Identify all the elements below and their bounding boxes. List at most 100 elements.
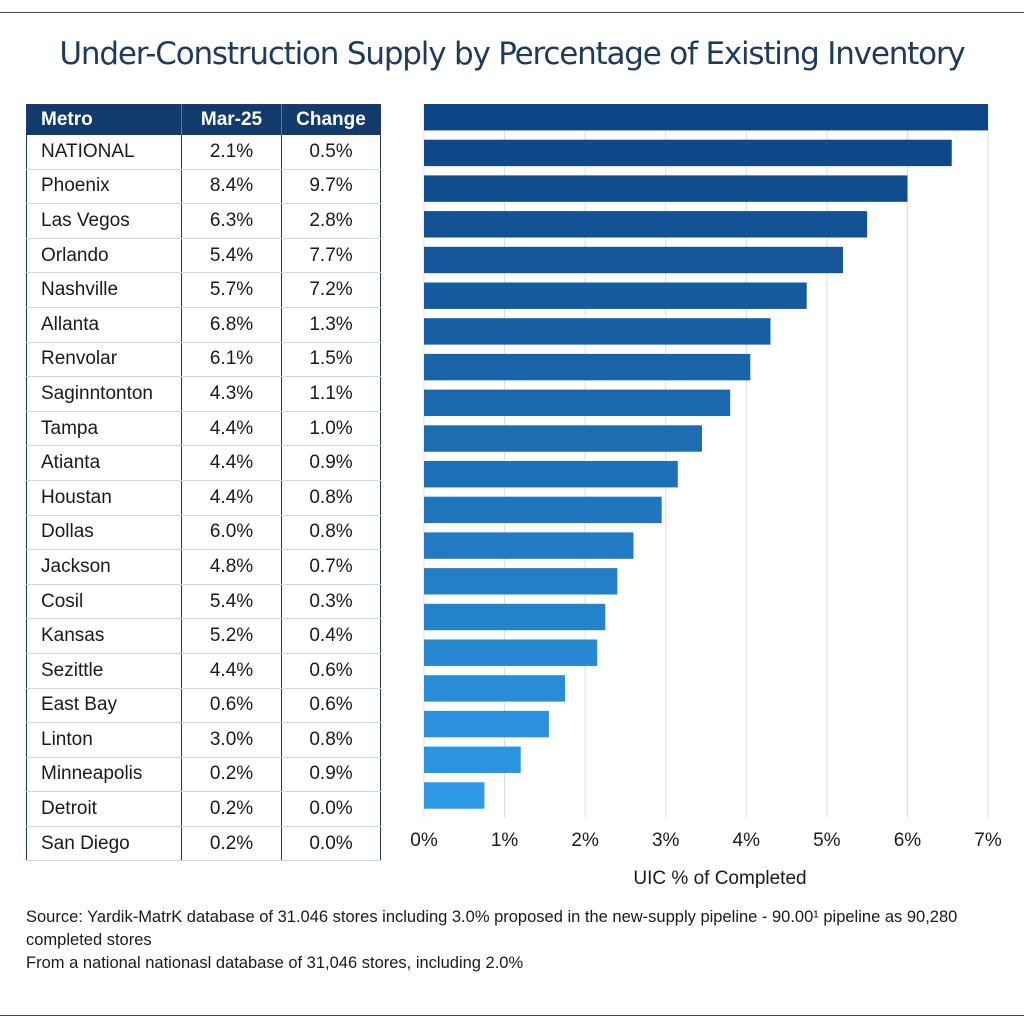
change-cell: 0.0% — [281, 826, 381, 862]
mar-25-cell: 2.1% — [181, 135, 282, 170]
metro-table: Metro Mar-25 Change NATIONAL 2.1% 0.5% Phoe… — [26, 104, 381, 862]
metro-name-cell: Allanta — [26, 307, 182, 343]
metro-name-cell: Atianta — [26, 445, 182, 481]
bar — [424, 318, 771, 345]
bar-chart: 0% 1% 2% 3% 4% 5% 6% 7% UIC % of Completed — [410, 104, 1002, 889]
mar-25-cell: 0.2% — [181, 826, 282, 862]
bar — [424, 246, 843, 274]
table-row: Orlando 5.4% 7.7% — [26, 238, 381, 274]
change-cell: 0.9% — [281, 445, 381, 481]
metro-name-cell: Nashville — [26, 272, 182, 308]
bar — [424, 175, 908, 202]
x-tick-label: 3% — [652, 830, 680, 851]
database-note: From a national nationasl database of 31… — [26, 954, 524, 972]
bar — [424, 211, 868, 238]
metro-name-cell: Las Vegos — [26, 203, 182, 239]
table-row: Las Vegos 6.3% 2.8% — [26, 203, 381, 239]
x-tick-label: 5% — [813, 830, 841, 851]
metro-name-cell: Jackson — [26, 549, 182, 585]
bar — [424, 389, 731, 417]
change-cell: 0.8% — [281, 722, 381, 758]
table-row: NATIONAL 2.1% 0.5% — [26, 135, 381, 170]
bar — [424, 353, 751, 381]
bar — [424, 746, 521, 774]
header-mar-25: Mar-25 — [181, 104, 282, 135]
mar-25-cell: 4.4% — [181, 445, 282, 481]
x-tick-label: 4% — [733, 830, 761, 851]
metro-name-cell: Orlando — [26, 238, 182, 274]
mar-25-cell: 5.2% — [181, 618, 282, 654]
metro-name-cell: Kansas — [26, 618, 182, 654]
change-cell: 0.3% — [281, 584, 381, 620]
metro-name-cell: Saginntonton — [26, 376, 182, 412]
metro-name-cell: Phoenix — [26, 169, 182, 205]
change-cell: 0.9% — [281, 757, 381, 793]
change-cell: 1.0% — [281, 411, 381, 447]
change-cell: 7.7% — [281, 238, 381, 274]
table-row: Dollas 6.0% 0.8% — [26, 515, 381, 551]
table-row: Renvolar 6.1% 1.5% — [26, 342, 381, 378]
source-note: Source: Yardik-MatrK database of 31.046 … — [26, 908, 958, 949]
header-metro: Metro — [26, 104, 182, 135]
bar — [424, 639, 598, 666]
mar-25-cell: 3.0% — [181, 722, 282, 758]
bar — [424, 425, 702, 452]
table-row: Linton 3.0% 0.8% — [26, 722, 381, 758]
change-cell: 7.2% — [281, 272, 381, 308]
bar — [424, 104, 988, 131]
table-header-row: Metro Mar-25 Change — [26, 104, 381, 135]
mar-25-cell: 8.4% — [181, 169, 282, 205]
bar — [424, 139, 952, 167]
mar-25-cell: 0.2% — [181, 757, 282, 793]
metro-name-cell: Renvolar — [26, 342, 182, 378]
table-row: Jackson 4.8% 0.7% — [26, 549, 381, 585]
mar-25-cell: 5.4% — [181, 238, 282, 274]
mar-25-cell: 0.2% — [181, 791, 282, 827]
metro-name-cell: Minneapolis — [26, 757, 182, 793]
bar — [424, 282, 807, 309]
change-cell: 1.5% — [281, 342, 381, 378]
change-cell: 0.8% — [281, 515, 381, 551]
bar — [424, 461, 678, 488]
metro-name-cell: Sezittle — [26, 653, 182, 689]
x-tick-label: 0% — [410, 830, 438, 851]
change-cell: 0.8% — [281, 480, 381, 516]
metro-name-cell: Dollas — [26, 515, 182, 551]
metro-name-cell: NATIONAL — [26, 135, 182, 170]
metro-name-cell: San Diego — [26, 826, 182, 862]
header-change: Change — [281, 104, 381, 135]
metro-name-cell: Cosil — [26, 584, 182, 620]
table-row: Minneapolis 0.2% 0.9% — [26, 757, 381, 793]
mar-25-cell: 4.4% — [181, 653, 282, 689]
table-row: Tampa 4.4% 1.0% — [26, 411, 381, 447]
chart-title: Under-Construction Supply by Percentage … — [59, 36, 965, 72]
mar-25-cell: 4.4% — [181, 411, 282, 447]
bar — [424, 496, 662, 524]
mar-25-cell: 6.1% — [181, 342, 282, 378]
table-row: Houstan 4.4% 0.8% — [26, 480, 381, 516]
change-cell: 0.5% — [281, 135, 381, 170]
table-row: Detroit 0.2% 0.0% — [26, 791, 381, 827]
mar-25-cell: 6.8% — [181, 307, 282, 343]
bar — [424, 532, 634, 559]
table-row: East Bay 0.6% 0.6% — [26, 688, 381, 724]
x-tick-label: 2% — [571, 830, 599, 851]
mar-25-cell: 4.8% — [181, 549, 282, 585]
table-row: Phoenix 8.4% 9.7% — [26, 169, 381, 205]
change-cell: 0.4% — [281, 618, 381, 654]
x-tick-label: 7% — [974, 830, 1002, 851]
top-rule — [0, 12, 1024, 13]
mar-25-cell: 0.6% — [181, 688, 282, 724]
bottom-rule — [0, 1015, 1024, 1016]
metro-name-cell: Linton — [26, 722, 182, 758]
mar-25-cell: 4.3% — [181, 376, 282, 412]
change-cell: 0.0% — [281, 791, 381, 827]
change-cell: 1.1% — [281, 376, 381, 412]
bar — [424, 710, 549, 738]
change-cell: 0.7% — [281, 549, 381, 585]
x-tick-label: 1% — [491, 830, 519, 851]
footer: Source: Yardik-MatrK database of 31.046 … — [26, 906, 1016, 975]
metro-name-cell: Houstan — [26, 480, 182, 516]
mar-25-cell: 5.4% — [181, 584, 282, 620]
table-row: Sezittle 4.4% 0.6% — [26, 653, 381, 689]
